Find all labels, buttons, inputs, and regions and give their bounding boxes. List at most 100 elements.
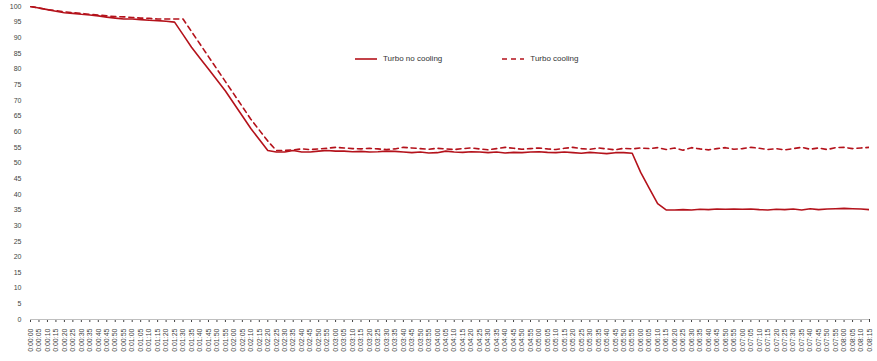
svg-text:0:02:25: 0:02:25 — [273, 328, 280, 351]
svg-text:0:06:00: 0:06:00 — [637, 328, 644, 351]
svg-text:75: 75 — [14, 81, 22, 88]
svg-text:0:08:00: 0:08:00 — [840, 328, 847, 351]
svg-text:0:07:35: 0:07:35 — [798, 328, 805, 351]
svg-text:0:06:45: 0:06:45 — [713, 328, 720, 351]
svg-text:0:01:35: 0:01:35 — [188, 328, 195, 351]
svg-text:0:06:50: 0:06:50 — [722, 328, 729, 351]
svg-text:60: 60 — [14, 128, 22, 135]
svg-text:0:03:50: 0:03:50 — [417, 328, 424, 351]
svg-text:35: 35 — [14, 206, 22, 213]
svg-text:0:03:35: 0:03:35 — [391, 328, 398, 351]
svg-text:0:02:45: 0:02:45 — [306, 328, 313, 351]
svg-text:0:04:45: 0:04:45 — [510, 328, 517, 351]
svg-text:0:03:55: 0:03:55 — [425, 328, 432, 351]
svg-text:0:02:35: 0:02:35 — [289, 328, 296, 351]
svg-text:0:04:05: 0:04:05 — [442, 328, 449, 351]
svg-text:40: 40 — [14, 191, 22, 198]
svg-text:0: 0 — [18, 316, 22, 323]
svg-text:0:07:10: 0:07:10 — [756, 328, 763, 351]
svg-text:0:06:15: 0:06:15 — [662, 328, 669, 351]
svg-text:0:08:10: 0:08:10 — [857, 328, 864, 351]
svg-text:0:04:25: 0:04:25 — [476, 328, 483, 351]
svg-text:0:07:15: 0:07:15 — [764, 328, 771, 351]
svg-text:0:01:50: 0:01:50 — [213, 328, 220, 351]
svg-text:0:06:25: 0:06:25 — [679, 328, 686, 351]
svg-text:70: 70 — [14, 97, 22, 104]
svg-text:0:01:05: 0:01:05 — [137, 328, 144, 351]
svg-text:0:02:30: 0:02:30 — [281, 328, 288, 351]
svg-text:0:00:55: 0:00:55 — [120, 328, 127, 351]
svg-text:0:06:35: 0:06:35 — [696, 328, 703, 351]
svg-text:0:03:30: 0:03:30 — [383, 328, 390, 351]
svg-text:0:07:25: 0:07:25 — [781, 328, 788, 351]
svg-text:0:00:30: 0:00:30 — [78, 328, 85, 351]
svg-text:20: 20 — [14, 253, 22, 260]
svg-text:0:05:55: 0:05:55 — [628, 328, 635, 351]
svg-text:0:04:20: 0:04:20 — [467, 328, 474, 351]
svg-text:0:06:40: 0:06:40 — [705, 328, 712, 351]
svg-text:0:07:30: 0:07:30 — [789, 328, 796, 351]
svg-text:0:00:10: 0:00:10 — [44, 328, 51, 351]
svg-text:0:00:15: 0:00:15 — [52, 328, 59, 351]
svg-text:30: 30 — [14, 222, 22, 229]
svg-text:0:03:45: 0:03:45 — [408, 328, 415, 351]
svg-text:0:07:50: 0:07:50 — [823, 328, 830, 351]
svg-text:0:00:20: 0:00:20 — [61, 328, 68, 351]
svg-text:0:04:00: 0:04:00 — [434, 328, 441, 351]
svg-text:95: 95 — [14, 18, 22, 25]
svg-text:0:02:20: 0:02:20 — [264, 328, 271, 351]
svg-text:0:00:50: 0:00:50 — [111, 328, 118, 351]
svg-text:0:03:05: 0:03:05 — [340, 328, 347, 351]
svg-text:0:00:35: 0:00:35 — [86, 328, 93, 351]
svg-text:5: 5 — [18, 300, 22, 307]
svg-text:0:05:40: 0:05:40 — [603, 328, 610, 351]
svg-text:10: 10 — [14, 284, 22, 291]
svg-text:0:02:15: 0:02:15 — [256, 328, 263, 351]
svg-text:0:07:00: 0:07:00 — [739, 328, 746, 351]
svg-text:0:06:05: 0:06:05 — [645, 328, 652, 351]
svg-text:0:01:40: 0:01:40 — [196, 328, 203, 351]
svg-text:0:04:10: 0:04:10 — [450, 328, 457, 351]
svg-text:0:07:40: 0:07:40 — [806, 328, 813, 351]
svg-text:0:00:00: 0:00:00 — [27, 328, 34, 351]
svg-text:0:04:50: 0:04:50 — [518, 328, 525, 351]
svg-text:0:05:35: 0:05:35 — [595, 328, 602, 351]
svg-text:65: 65 — [14, 112, 22, 119]
svg-text:0:01:20: 0:01:20 — [162, 328, 169, 351]
svg-text:0:06:10: 0:06:10 — [654, 328, 661, 351]
svg-text:0:01:15: 0:01:15 — [154, 328, 161, 351]
svg-text:0:00:45: 0:00:45 — [103, 328, 110, 351]
svg-text:0:03:00: 0:03:00 — [332, 328, 339, 351]
svg-text:25: 25 — [14, 237, 22, 244]
svg-text:0:07:45: 0:07:45 — [815, 328, 822, 351]
svg-text:0:06:20: 0:06:20 — [671, 328, 678, 351]
svg-text:0:02:50: 0:02:50 — [315, 328, 322, 351]
svg-text:0:03:40: 0:03:40 — [400, 328, 407, 351]
svg-text:0:07:55: 0:07:55 — [832, 328, 839, 351]
svg-text:0:04:40: 0:04:40 — [501, 328, 508, 351]
svg-text:0:07:05: 0:07:05 — [747, 328, 754, 351]
svg-text:0:08:15: 0:08:15 — [866, 328, 873, 351]
svg-text:0:04:35: 0:04:35 — [493, 328, 500, 351]
svg-text:0:05:50: 0:05:50 — [620, 328, 627, 351]
svg-text:0:03:10: 0:03:10 — [349, 328, 356, 351]
svg-text:0:05:20: 0:05:20 — [569, 328, 576, 351]
svg-text:0:05:25: 0:05:25 — [578, 328, 585, 351]
svg-text:15: 15 — [14, 269, 22, 276]
svg-text:0:05:00: 0:05:00 — [535, 328, 542, 351]
svg-text:0:01:00: 0:01:00 — [128, 328, 135, 351]
svg-text:0:02:55: 0:02:55 — [323, 328, 330, 351]
svg-text:0:01:45: 0:01:45 — [205, 328, 212, 351]
svg-text:0:07:20: 0:07:20 — [773, 328, 780, 351]
svg-text:0:05:10: 0:05:10 — [552, 328, 559, 351]
svg-text:0:03:25: 0:03:25 — [374, 328, 381, 351]
svg-text:0:04:55: 0:04:55 — [527, 328, 534, 351]
svg-text:0:01:10: 0:01:10 — [145, 328, 152, 351]
svg-text:0:00:40: 0:00:40 — [95, 328, 102, 351]
svg-text:0:08:05: 0:08:05 — [849, 328, 856, 351]
svg-text:0:02:10: 0:02:10 — [247, 328, 254, 351]
svg-text:0:02:00: 0:02:00 — [230, 328, 237, 351]
svg-text:0:04:15: 0:04:15 — [459, 328, 466, 351]
svg-text:0:05:05: 0:05:05 — [544, 328, 551, 351]
svg-text:45: 45 — [14, 175, 22, 182]
